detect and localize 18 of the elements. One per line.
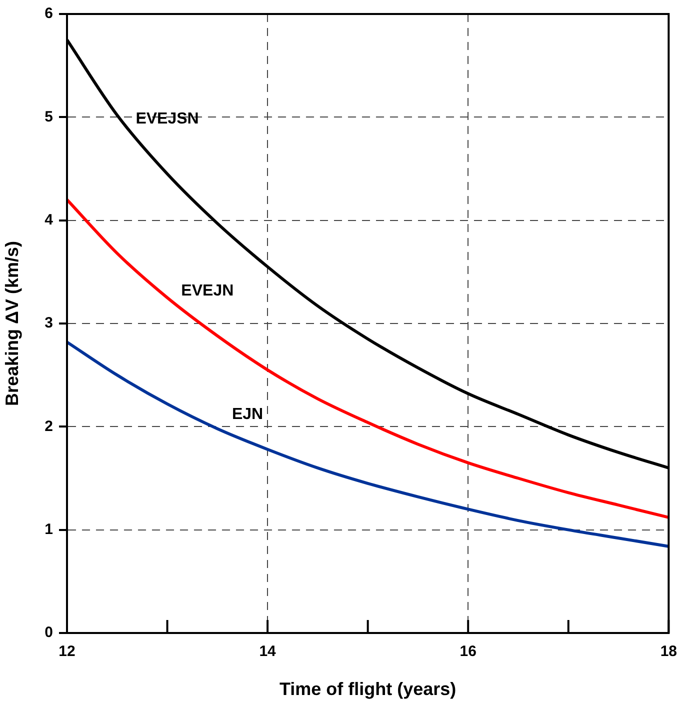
y-tick-label: 2 xyxy=(44,418,53,435)
y-tick-label: 0 xyxy=(44,624,53,642)
x-tick-label: 14 xyxy=(259,643,277,660)
y-tick-label: 6 xyxy=(44,5,53,22)
line-series xyxy=(67,198,669,519)
x-tick-label: 12 xyxy=(58,643,76,660)
series-label: EVEJSN xyxy=(136,110,199,128)
y-tick-label: 5 xyxy=(44,108,53,126)
series-label: EJN xyxy=(232,406,264,423)
x-tick-label: 16 xyxy=(460,643,476,660)
x-tick-label: 18 xyxy=(660,643,677,660)
series-label: EVEJN xyxy=(181,282,234,300)
y-tick-label: 4 xyxy=(44,211,54,228)
y-tick-label: 1 xyxy=(44,520,53,538)
y-tick-label: 3 xyxy=(44,314,53,332)
x-axis-title: Time of flight (years) xyxy=(279,679,456,700)
y-axis-title: Breaking ΔV (km/s) xyxy=(2,241,22,406)
line-series xyxy=(67,340,669,548)
